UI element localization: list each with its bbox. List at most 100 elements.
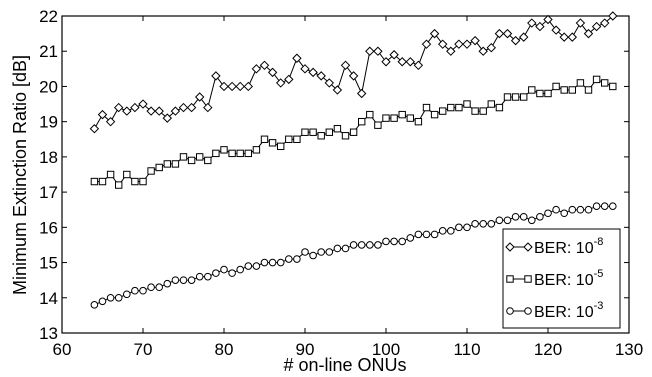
data-point-diamond xyxy=(421,39,432,49)
data-point-circle xyxy=(236,265,244,274)
data-point-square xyxy=(366,110,374,119)
data-point-diamond xyxy=(583,28,594,39)
data-point-square xyxy=(609,82,617,91)
data-point-circle xyxy=(260,258,269,267)
data-point-diamond xyxy=(275,78,286,88)
data-point-square xyxy=(155,163,163,172)
series-circle xyxy=(90,202,617,309)
data-point-square xyxy=(463,100,471,108)
data-point-circle xyxy=(220,265,228,274)
data-point-diamond xyxy=(365,46,375,56)
data-point-square xyxy=(123,170,131,179)
data-point-square xyxy=(341,132,350,140)
data-point-square xyxy=(374,121,382,129)
data-point-circle xyxy=(163,279,172,288)
data-point-square xyxy=(406,114,415,122)
data-point-diamond xyxy=(251,64,262,74)
data-point-square xyxy=(228,149,236,158)
y-tick-label: 19 xyxy=(39,113,58,132)
data-point-square xyxy=(487,100,496,108)
data-point-square xyxy=(179,153,188,161)
data-point-diamond xyxy=(381,57,391,67)
data-point-circle xyxy=(123,290,131,299)
data-point-circle xyxy=(511,212,520,221)
data-point-circle xyxy=(430,230,439,239)
legend-marker-right xyxy=(523,242,533,252)
data-point-diamond xyxy=(356,88,367,99)
data-point-square xyxy=(98,177,107,186)
data-point-diamond xyxy=(518,32,529,42)
data-point-circle xyxy=(584,205,593,214)
data-point-square xyxy=(236,149,244,158)
data-point-square xyxy=(455,103,463,112)
data-point-square xyxy=(309,128,317,136)
y-tick-label: 22 xyxy=(39,7,58,26)
data-point-diamond xyxy=(203,102,213,113)
data-point-circle xyxy=(503,216,512,225)
data-point-square xyxy=(301,128,309,136)
x-tick-label: 100 xyxy=(372,340,400,359)
data-point-square xyxy=(479,107,487,115)
legend: BER: 10-8 BER: 10-5 BER: 10-3 xyxy=(502,228,621,329)
data-point-square xyxy=(584,86,593,94)
data-point-circle xyxy=(374,241,382,249)
legend-exponent: -8 xyxy=(594,236,604,248)
data-point-diamond xyxy=(194,92,205,102)
data-point-square xyxy=(414,117,423,126)
legend-entry-diamond: BER: 10-8 xyxy=(505,236,603,257)
data-point-circle xyxy=(414,230,423,239)
data-point-square xyxy=(260,135,269,143)
data-point-diamond xyxy=(543,14,553,25)
data-point-circle xyxy=(187,276,196,284)
data-point-circle xyxy=(131,286,139,295)
data-point-square xyxy=(163,160,172,168)
data-point-circle xyxy=(422,230,431,239)
data-point-square xyxy=(601,79,609,87)
data-point-diamond xyxy=(340,60,351,71)
data-point-square xyxy=(106,170,115,179)
data-point-circle xyxy=(333,244,342,253)
data-point-square xyxy=(147,167,155,175)
legend-label: BER: 10-8 xyxy=(534,236,603,257)
data-point-diamond xyxy=(446,46,456,56)
data-point-diamond xyxy=(389,50,399,60)
data-point-square xyxy=(317,132,325,140)
data-point-square xyxy=(398,110,406,119)
data-point-square xyxy=(285,135,293,143)
data-point-circle xyxy=(244,262,253,270)
data-point-diamond xyxy=(373,46,383,56)
y-tick-label: 20 xyxy=(39,77,58,96)
data-point-square xyxy=(333,125,342,133)
x-tick-label: 110 xyxy=(453,340,480,359)
data-point-square xyxy=(139,177,147,186)
data-point-diamond xyxy=(502,28,513,39)
data-point-diamond xyxy=(462,39,472,49)
x-tick-label: 60 xyxy=(53,340,72,359)
data-point-square xyxy=(90,177,99,186)
x-tick-label: 120 xyxy=(534,340,562,359)
data-point-circle xyxy=(600,202,609,210)
data-point-circle xyxy=(309,251,317,260)
data-point-diamond xyxy=(138,99,148,109)
data-point-square xyxy=(592,75,601,84)
data-point-circle xyxy=(357,241,366,249)
data-point-square xyxy=(560,86,568,94)
data-point-square xyxy=(325,128,334,136)
legend-exponent: -5 xyxy=(594,268,604,280)
data-point-diamond xyxy=(178,102,189,113)
data-point-square xyxy=(212,149,220,158)
data-point-diamond xyxy=(454,39,464,49)
data-point-square xyxy=(447,103,455,112)
data-point-diamond xyxy=(122,106,132,116)
data-point-circle xyxy=(487,220,496,228)
data-point-circle xyxy=(98,297,107,306)
data-point-diamond xyxy=(567,32,578,42)
data-point-diamond xyxy=(267,67,278,78)
data-point-diamond xyxy=(292,53,302,63)
data-point-square xyxy=(115,181,123,189)
y-tick-label: 21 xyxy=(39,42,58,61)
data-point-square xyxy=(131,177,139,186)
data-point-diamond xyxy=(535,21,545,32)
data-point-diamond xyxy=(146,106,156,116)
data-point-circle xyxy=(495,216,504,225)
